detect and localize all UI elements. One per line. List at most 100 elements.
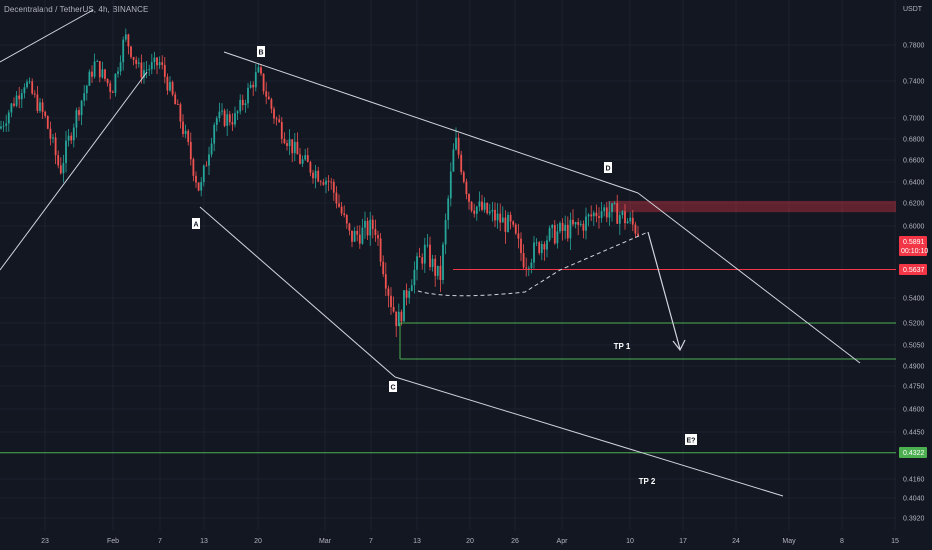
- candle-body: [421, 257, 424, 264]
- candle-body: [483, 202, 486, 210]
- candle-body: [140, 62, 143, 78]
- candle-body: [384, 274, 387, 289]
- candle-body: [626, 221, 629, 224]
- candle-body: [70, 135, 73, 141]
- candle-body: [23, 87, 26, 94]
- candle-body: [590, 214, 593, 217]
- candle-body: [387, 288, 390, 296]
- candle-body: [182, 121, 184, 135]
- candle-body: [59, 165, 62, 174]
- candle-body: [491, 209, 494, 212]
- candle-body: [124, 34, 127, 40]
- level-price-badge: [899, 264, 927, 275]
- candle-body: [397, 311, 400, 327]
- y-tick-label: 0.6600: [903, 158, 925, 165]
- candle-body: [309, 162, 312, 173]
- candle-body: [330, 181, 333, 183]
- candle-body: [46, 116, 49, 129]
- countdown-timer: 00:10:10: [901, 248, 928, 255]
- candle-body: [611, 203, 613, 213]
- chart-title: Decentraland / TetherUS, 4h, BINANCE: [4, 5, 149, 14]
- candle-body: [436, 265, 439, 276]
- candle-body: [223, 110, 226, 126]
- y-tick-label: 0.6000: [903, 224, 925, 231]
- candle-body: [343, 213, 346, 216]
- candle-body: [403, 290, 405, 322]
- candle-body: [488, 211, 491, 214]
- candle-body: [218, 111, 221, 119]
- wave-label: E?: [687, 438, 696, 445]
- candle-body: [249, 84, 252, 88]
- candle-body: [221, 110, 223, 112]
- candle-body: [322, 182, 325, 185]
- candle-body: [460, 154, 463, 173]
- trend-line: [0, 71, 148, 271]
- candle-body: [197, 182, 200, 191]
- candle-body: [369, 219, 372, 236]
- candle-body: [312, 172, 314, 179]
- arrow-head: [672, 339, 686, 352]
- candle-body: [486, 202, 489, 214]
- candle-body: [314, 170, 317, 179]
- candle-body: [564, 224, 567, 232]
- x-tick-label: Feb: [107, 538, 119, 545]
- y-tick-label: 0.4160: [903, 477, 925, 484]
- candle-body: [247, 87, 249, 104]
- candle-body: [429, 244, 431, 268]
- candle-body: [18, 95, 21, 100]
- candle-body: [273, 108, 275, 119]
- y-tick-label: 0.5050: [903, 343, 925, 350]
- candle-body: [101, 69, 104, 78]
- candle-body: [28, 81, 31, 83]
- candle-body: [184, 130, 187, 135]
- x-tick-label: 8: [840, 538, 844, 545]
- candle-body: [241, 99, 244, 106]
- candle-body: [434, 258, 437, 276]
- candle-body: [462, 172, 465, 182]
- candle-body: [613, 203, 616, 204]
- target-label: TP 1: [614, 342, 631, 351]
- candle-body: [213, 124, 216, 144]
- candle-body: [62, 163, 65, 174]
- candle-body: [41, 102, 44, 112]
- candle-body: [444, 219, 447, 245]
- candle-body: [135, 59, 138, 64]
- candle-body: [91, 71, 93, 77]
- candle-body: [119, 62, 122, 72]
- x-tick-label: 23: [41, 538, 49, 545]
- candle-body: [374, 228, 377, 236]
- candle-body: [499, 213, 502, 223]
- candle-body: [379, 238, 382, 262]
- candle-body: [507, 214, 509, 232]
- candle-body: [88, 71, 91, 86]
- candle-body: [605, 207, 608, 218]
- level-price-value: 0.5637: [903, 267, 925, 274]
- candle-body: [288, 139, 291, 146]
- candle-body: [254, 72, 257, 88]
- candle-body: [278, 119, 281, 123]
- candle-body: [161, 62, 164, 65]
- candle-body: [83, 93, 86, 101]
- candle-body: [187, 130, 190, 142]
- candle-body: [65, 140, 67, 164]
- candle-body: [582, 223, 585, 231]
- candle-body: [317, 170, 320, 182]
- candle-body: [468, 194, 470, 202]
- candle-body: [569, 219, 572, 239]
- candle-body: [473, 210, 476, 214]
- resistance-zone: [608, 200, 896, 213]
- candle-body: [179, 104, 182, 122]
- candle-body: [31, 81, 34, 94]
- y-tick-label: 0.4750: [903, 384, 925, 391]
- candle-body: [299, 154, 301, 164]
- candle-body: [621, 211, 624, 216]
- wave-label-box: [257, 46, 265, 57]
- candle-body: [481, 201, 483, 210]
- wave-label-box: [192, 218, 200, 229]
- candle-body: [291, 139, 294, 154]
- candle-body: [67, 135, 70, 141]
- candle-body: [0, 126, 2, 129]
- candle-body: [327, 180, 330, 182]
